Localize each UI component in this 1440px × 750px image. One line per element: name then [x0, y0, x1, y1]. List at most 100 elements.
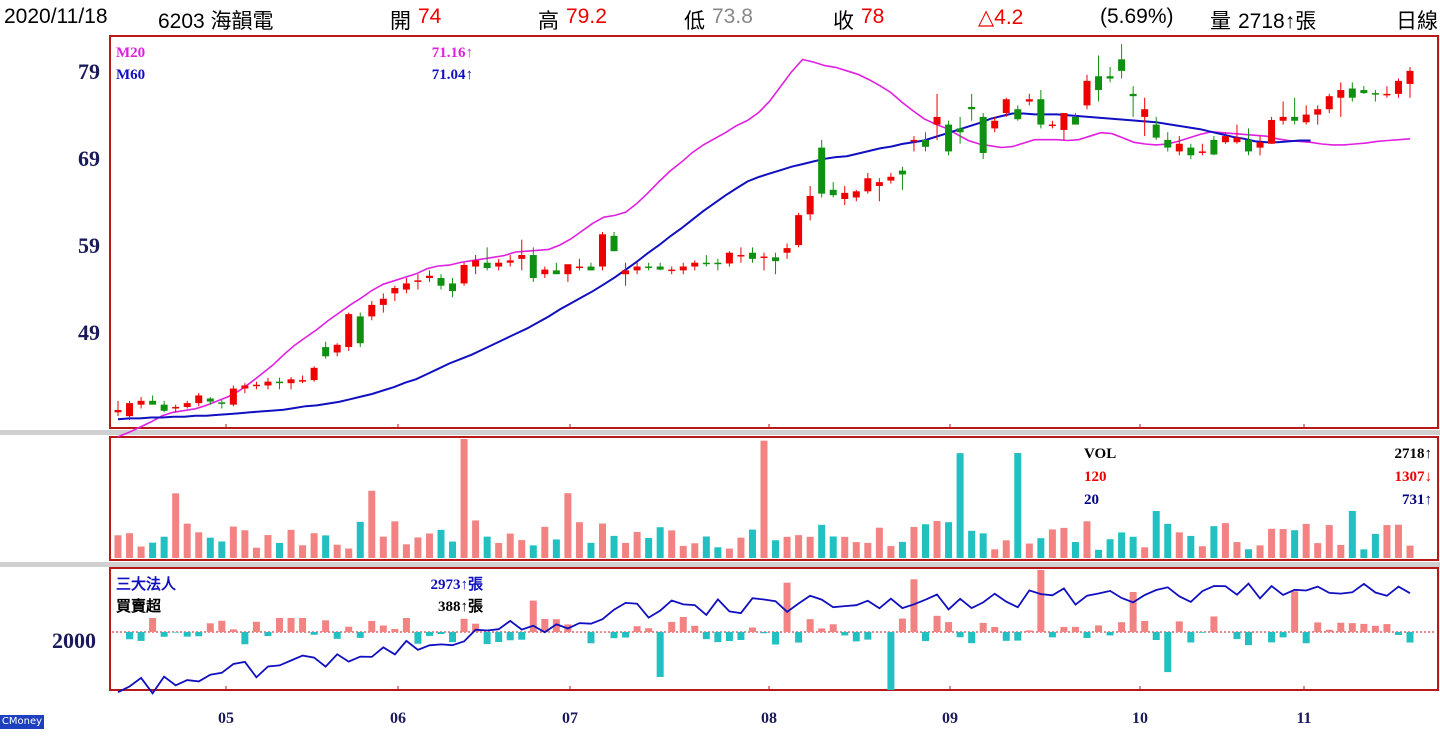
candle-body	[783, 248, 791, 253]
candle-body	[206, 398, 214, 402]
volume-bar	[356, 521, 364, 558]
volume-legend-label: 20	[1084, 492, 1099, 508]
net-buy-bar	[1348, 623, 1356, 632]
volume-bar	[1141, 547, 1149, 558]
net-buy-bar	[1175, 621, 1183, 632]
candle-body	[449, 283, 457, 292]
y-tick-label: 49	[78, 320, 100, 345]
candle-body	[229, 388, 237, 405]
candle-body	[1348, 88, 1356, 98]
volume-bar	[310, 533, 318, 558]
net-buy-bar	[1406, 632, 1414, 643]
candle-body	[506, 260, 514, 263]
volume-bar	[1325, 525, 1333, 558]
net-buy-bar	[356, 632, 364, 638]
volume-bar	[714, 547, 722, 558]
quote-date: 2020/11/18	[4, 5, 108, 28]
net-buy-bar	[1291, 591, 1299, 632]
net-buy-bar	[933, 615, 941, 632]
volume-bar	[333, 544, 341, 558]
candle-body	[818, 147, 826, 194]
net-buy-bar	[322, 620, 330, 632]
volume-bar	[183, 523, 191, 558]
net-buy-bar	[829, 624, 837, 632]
candle-body	[160, 404, 168, 411]
volume-legend-label: VOL	[1084, 446, 1116, 462]
volume-bar	[587, 542, 595, 558]
open-value: 74	[418, 5, 442, 28]
candle-body	[310, 367, 318, 381]
volume-bar	[841, 536, 849, 558]
net-buy-bar	[137, 632, 145, 641]
volume-bar	[852, 542, 860, 558]
volume-bar	[668, 530, 676, 558]
net-buy-bar	[1245, 632, 1252, 646]
volume-bar	[1256, 545, 1264, 558]
candle-body	[772, 257, 780, 262]
net-buy-bar	[206, 623, 214, 632]
x-tick-label: 06	[390, 710, 406, 727]
candle-body	[379, 298, 387, 305]
net-buy-bar	[1187, 632, 1195, 643]
candle-body	[645, 266, 653, 269]
net-buy-bar	[1025, 630, 1033, 632]
volume-bar	[160, 536, 168, 558]
institutional-legend-box	[112, 570, 487, 618]
volume-bar	[1360, 549, 1368, 558]
candle-body	[1383, 93, 1391, 96]
candle-body	[841, 192, 849, 200]
candle-body	[633, 266, 641, 271]
volume-bar	[564, 493, 572, 558]
volume-bar	[875, 527, 883, 558]
net-buy-bar	[991, 627, 999, 632]
net-buy-bar	[622, 632, 630, 638]
ma-line-m60	[117, 112, 1311, 421]
net-buy-bar	[1360, 623, 1368, 632]
net-buy-bar	[529, 600, 537, 632]
volume-bar	[1406, 545, 1414, 558]
x-tick-label: 09	[942, 710, 958, 727]
candle-body	[1210, 139, 1218, 155]
volume-bar	[679, 545, 687, 558]
candle-body	[241, 385, 249, 389]
candle-body	[126, 403, 134, 417]
net-buy-bar	[737, 632, 745, 641]
candle-body	[1071, 116, 1079, 125]
volume-bar	[622, 542, 630, 558]
net-buy-bar	[1337, 622, 1345, 632]
volume-bar	[229, 526, 237, 558]
net-buy-bar	[945, 622, 953, 632]
volume-legend-label: 120	[1084, 469, 1107, 485]
panel-separator	[0, 430, 1440, 435]
candle-body	[1256, 142, 1264, 148]
net-buy-bar	[1302, 632, 1310, 644]
volume-bar	[172, 493, 180, 558]
net-buy-bar	[195, 632, 203, 637]
net-buy-bar	[368, 620, 376, 632]
net-buy-bar	[414, 632, 422, 644]
net-buy-bar	[702, 632, 710, 640]
quote-header: 2020/11/18 6203 海韻電 開 74 高 79.2 低 73.8 收…	[0, 0, 1440, 34]
volume-bar	[1037, 538, 1045, 558]
net-buy-bar	[1394, 632, 1402, 635]
net-buy-bar	[1268, 632, 1276, 643]
volume-bar	[772, 540, 780, 558]
y-tick-label: 59	[78, 233, 100, 258]
candle-body	[1268, 119, 1276, 144]
ma-legend-box	[112, 38, 477, 86]
volume-panel-frame	[109, 436, 1439, 561]
candle-body	[887, 176, 895, 181]
volume-bar	[402, 544, 410, 558]
net-buy-bar	[379, 625, 387, 632]
close-value: 78	[861, 5, 885, 28]
net-buy-bar	[229, 629, 237, 632]
candle-body	[322, 347, 330, 357]
close-label: 收	[833, 10, 854, 33]
institutional-cumulative-line	[117, 582, 1411, 695]
candle-body	[1014, 109, 1022, 120]
volume-value: 2718↑張	[1238, 10, 1317, 33]
y-tick-label: 79	[78, 59, 100, 84]
volume-bar	[1164, 523, 1172, 558]
candle-body	[1048, 124, 1056, 127]
ma-legend-value: 71.16↑	[432, 45, 473, 61]
